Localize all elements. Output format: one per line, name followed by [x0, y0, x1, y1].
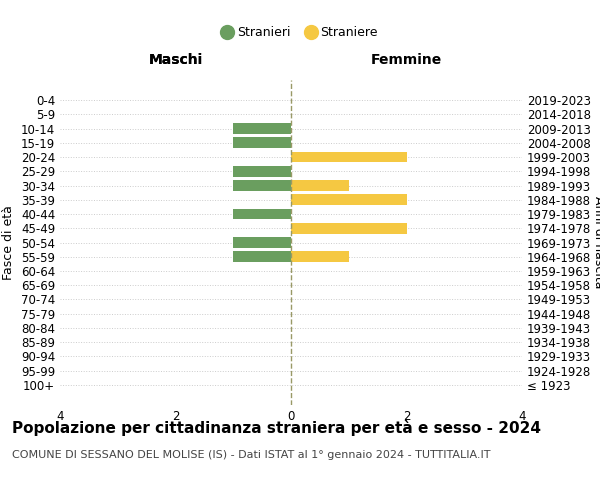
Bar: [291, 194, 407, 205]
Y-axis label: Anni di nascita: Anni di nascita: [592, 196, 600, 289]
Bar: [233, 252, 291, 262]
Bar: [233, 138, 291, 148]
Bar: [233, 124, 291, 134]
Bar: [291, 152, 407, 162]
Bar: [291, 180, 349, 191]
Text: COMUNE DI SESSANO DEL MOLISE (IS) - Dati ISTAT al 1° gennaio 2024 - TUTTITALIA.I: COMUNE DI SESSANO DEL MOLISE (IS) - Dati…: [12, 450, 491, 460]
Text: Maschi: Maschi: [148, 53, 203, 67]
Bar: [233, 180, 291, 191]
Bar: [291, 252, 349, 262]
Bar: [291, 223, 407, 234]
Text: Popolazione per cittadinanza straniera per età e sesso - 2024: Popolazione per cittadinanza straniera p…: [12, 420, 541, 436]
Text: Maschi: Maschi: [148, 53, 203, 67]
Bar: [233, 237, 291, 248]
Bar: [233, 166, 291, 176]
Y-axis label: Fasce di età: Fasce di età: [2, 205, 16, 280]
Text: Femmine: Femmine: [371, 53, 442, 67]
Legend: Stranieri, Straniere: Stranieri, Straniere: [217, 21, 383, 44]
Bar: [233, 208, 291, 220]
